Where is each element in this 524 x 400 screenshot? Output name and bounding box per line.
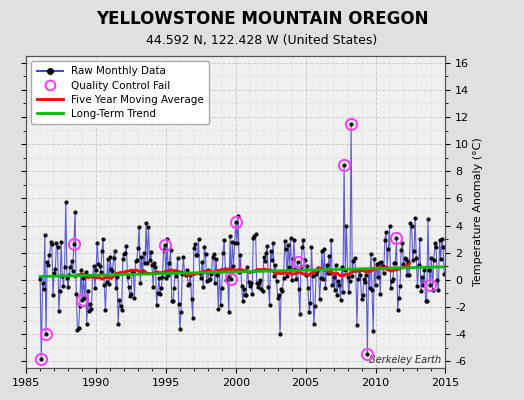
Legend: Raw Monthly Data, Quality Control Fail, Five Year Moving Average, Long-Term Tren: Raw Monthly Data, Quality Control Fail, …: [31, 61, 209, 124]
Y-axis label: Temperature Anomaly (°C): Temperature Anomaly (°C): [473, 138, 484, 286]
Text: 44.592 N, 122.428 W (United States): 44.592 N, 122.428 W (United States): [146, 34, 378, 47]
Text: Berkeley Earth: Berkeley Earth: [369, 355, 441, 365]
Text: YELLOWSTONE MOUNTAIN OREGON: YELLOWSTONE MOUNTAIN OREGON: [96, 10, 428, 28]
